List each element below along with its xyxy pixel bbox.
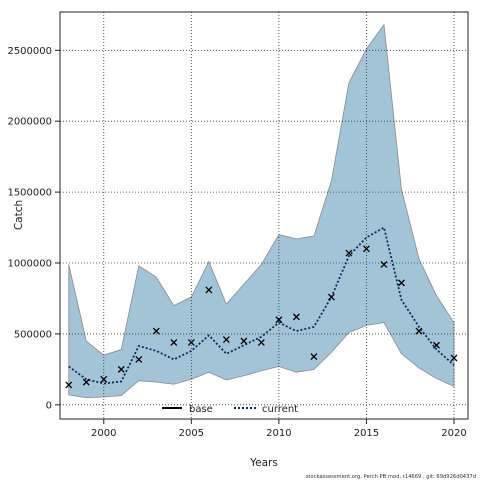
observed-point-stroke-b <box>65 381 73 389</box>
plot-frame <box>59 11 469 420</box>
y-tick-label-500000: 500000 <box>14 329 52 340</box>
observed-point-2011 <box>292 313 300 321</box>
y-axis-title: Catch <box>13 200 25 230</box>
observed-point-2001 <box>117 365 125 373</box>
observed-point-2019 <box>433 341 440 349</box>
observed-point-stroke-b <box>205 286 213 294</box>
x-tick-label-2005: 2005 <box>179 428 204 439</box>
observed-point-stroke-b <box>397 279 405 287</box>
y-tick-label-1000000: 1000000 <box>7 259 52 270</box>
observed-point-stroke-b <box>292 313 300 321</box>
footer-note: stockassessment.org, Perch PB mod, r1466… <box>306 474 476 480</box>
observed-point-stroke-b <box>100 375 108 383</box>
x-tick-label-2020: 2020 <box>441 428 466 439</box>
observed-point-2017 <box>397 279 405 287</box>
x-tick-label-2010: 2010 <box>266 428 291 439</box>
y-tick-label-0: 0 <box>46 400 52 411</box>
observed-point-stroke-b <box>170 338 178 346</box>
observed-point-2000 <box>100 375 108 383</box>
y-tick-label-2000000: 2000000 <box>7 117 52 128</box>
observed-point-2002 <box>135 355 143 363</box>
observed-point-2010 <box>275 316 283 324</box>
observed-point-stroke-b <box>152 327 160 335</box>
observed-point-2009 <box>257 338 265 346</box>
legend-label-current: current <box>262 404 298 415</box>
x-tick-label-2015: 2015 <box>354 428 379 439</box>
observed-point-stroke-b <box>82 378 90 386</box>
observed-point-stroke-b <box>310 353 318 361</box>
observed-point-stroke-b <box>222 336 230 344</box>
y-tick-label-1500000: 1500000 <box>7 188 52 199</box>
observed-point-2016 <box>380 260 388 268</box>
confidence-band <box>68 23 455 399</box>
observed-points-layer <box>65 245 458 389</box>
x-axis-title: Years <box>249 457 278 469</box>
observed-point-2020 <box>450 354 458 362</box>
observed-point-stroke-b <box>345 249 353 257</box>
observed-point-stroke-b <box>275 316 283 324</box>
legend-label-base: base <box>189 404 213 415</box>
x-tick-label-2000: 2000 <box>91 428 116 439</box>
observed-point-stroke-b <box>450 354 458 362</box>
legend: base current <box>162 404 298 415</box>
observed-point-stroke-b <box>433 341 440 349</box>
observed-point-2013 <box>327 293 335 301</box>
observed-point-stroke-b <box>135 355 143 363</box>
observed-point-stroke-b <box>380 260 388 268</box>
series-line-layer <box>68 226 455 385</box>
observed-point-stroke-b <box>117 365 125 373</box>
observed-point-2015 <box>362 245 370 253</box>
y-tick-label-2500000: 2500000 <box>7 46 52 57</box>
observed-point-2005 <box>187 338 195 346</box>
observed-point-2014 <box>345 249 353 257</box>
x-axis: 2000 2005 2010 2015 2020 <box>91 419 467 439</box>
observed-point-stroke-b <box>257 338 265 346</box>
observed-point-stroke-b <box>327 293 335 301</box>
observed-point-2004 <box>170 338 178 346</box>
observed-point-stroke-b <box>362 245 370 253</box>
observed-point-2007 <box>222 336 230 344</box>
observed-point-2006 <box>205 286 213 294</box>
series-line-current <box>68 226 455 385</box>
observed-point-1998 <box>65 381 73 389</box>
observed-point-2012 <box>310 353 318 361</box>
confidence-band-layer <box>68 23 455 399</box>
observed-point-2003 <box>152 327 160 335</box>
observed-point-2008 <box>240 337 248 345</box>
observed-point-stroke-b <box>187 338 195 346</box>
observed-point-stroke-b <box>415 327 423 335</box>
observed-point-2018 <box>415 327 423 335</box>
observed-point-stroke-b <box>240 337 248 345</box>
y-axis: 0 500000 1000000 1500000 2000000 2500000 <box>7 46 60 411</box>
observed-point-1999 <box>82 378 90 386</box>
